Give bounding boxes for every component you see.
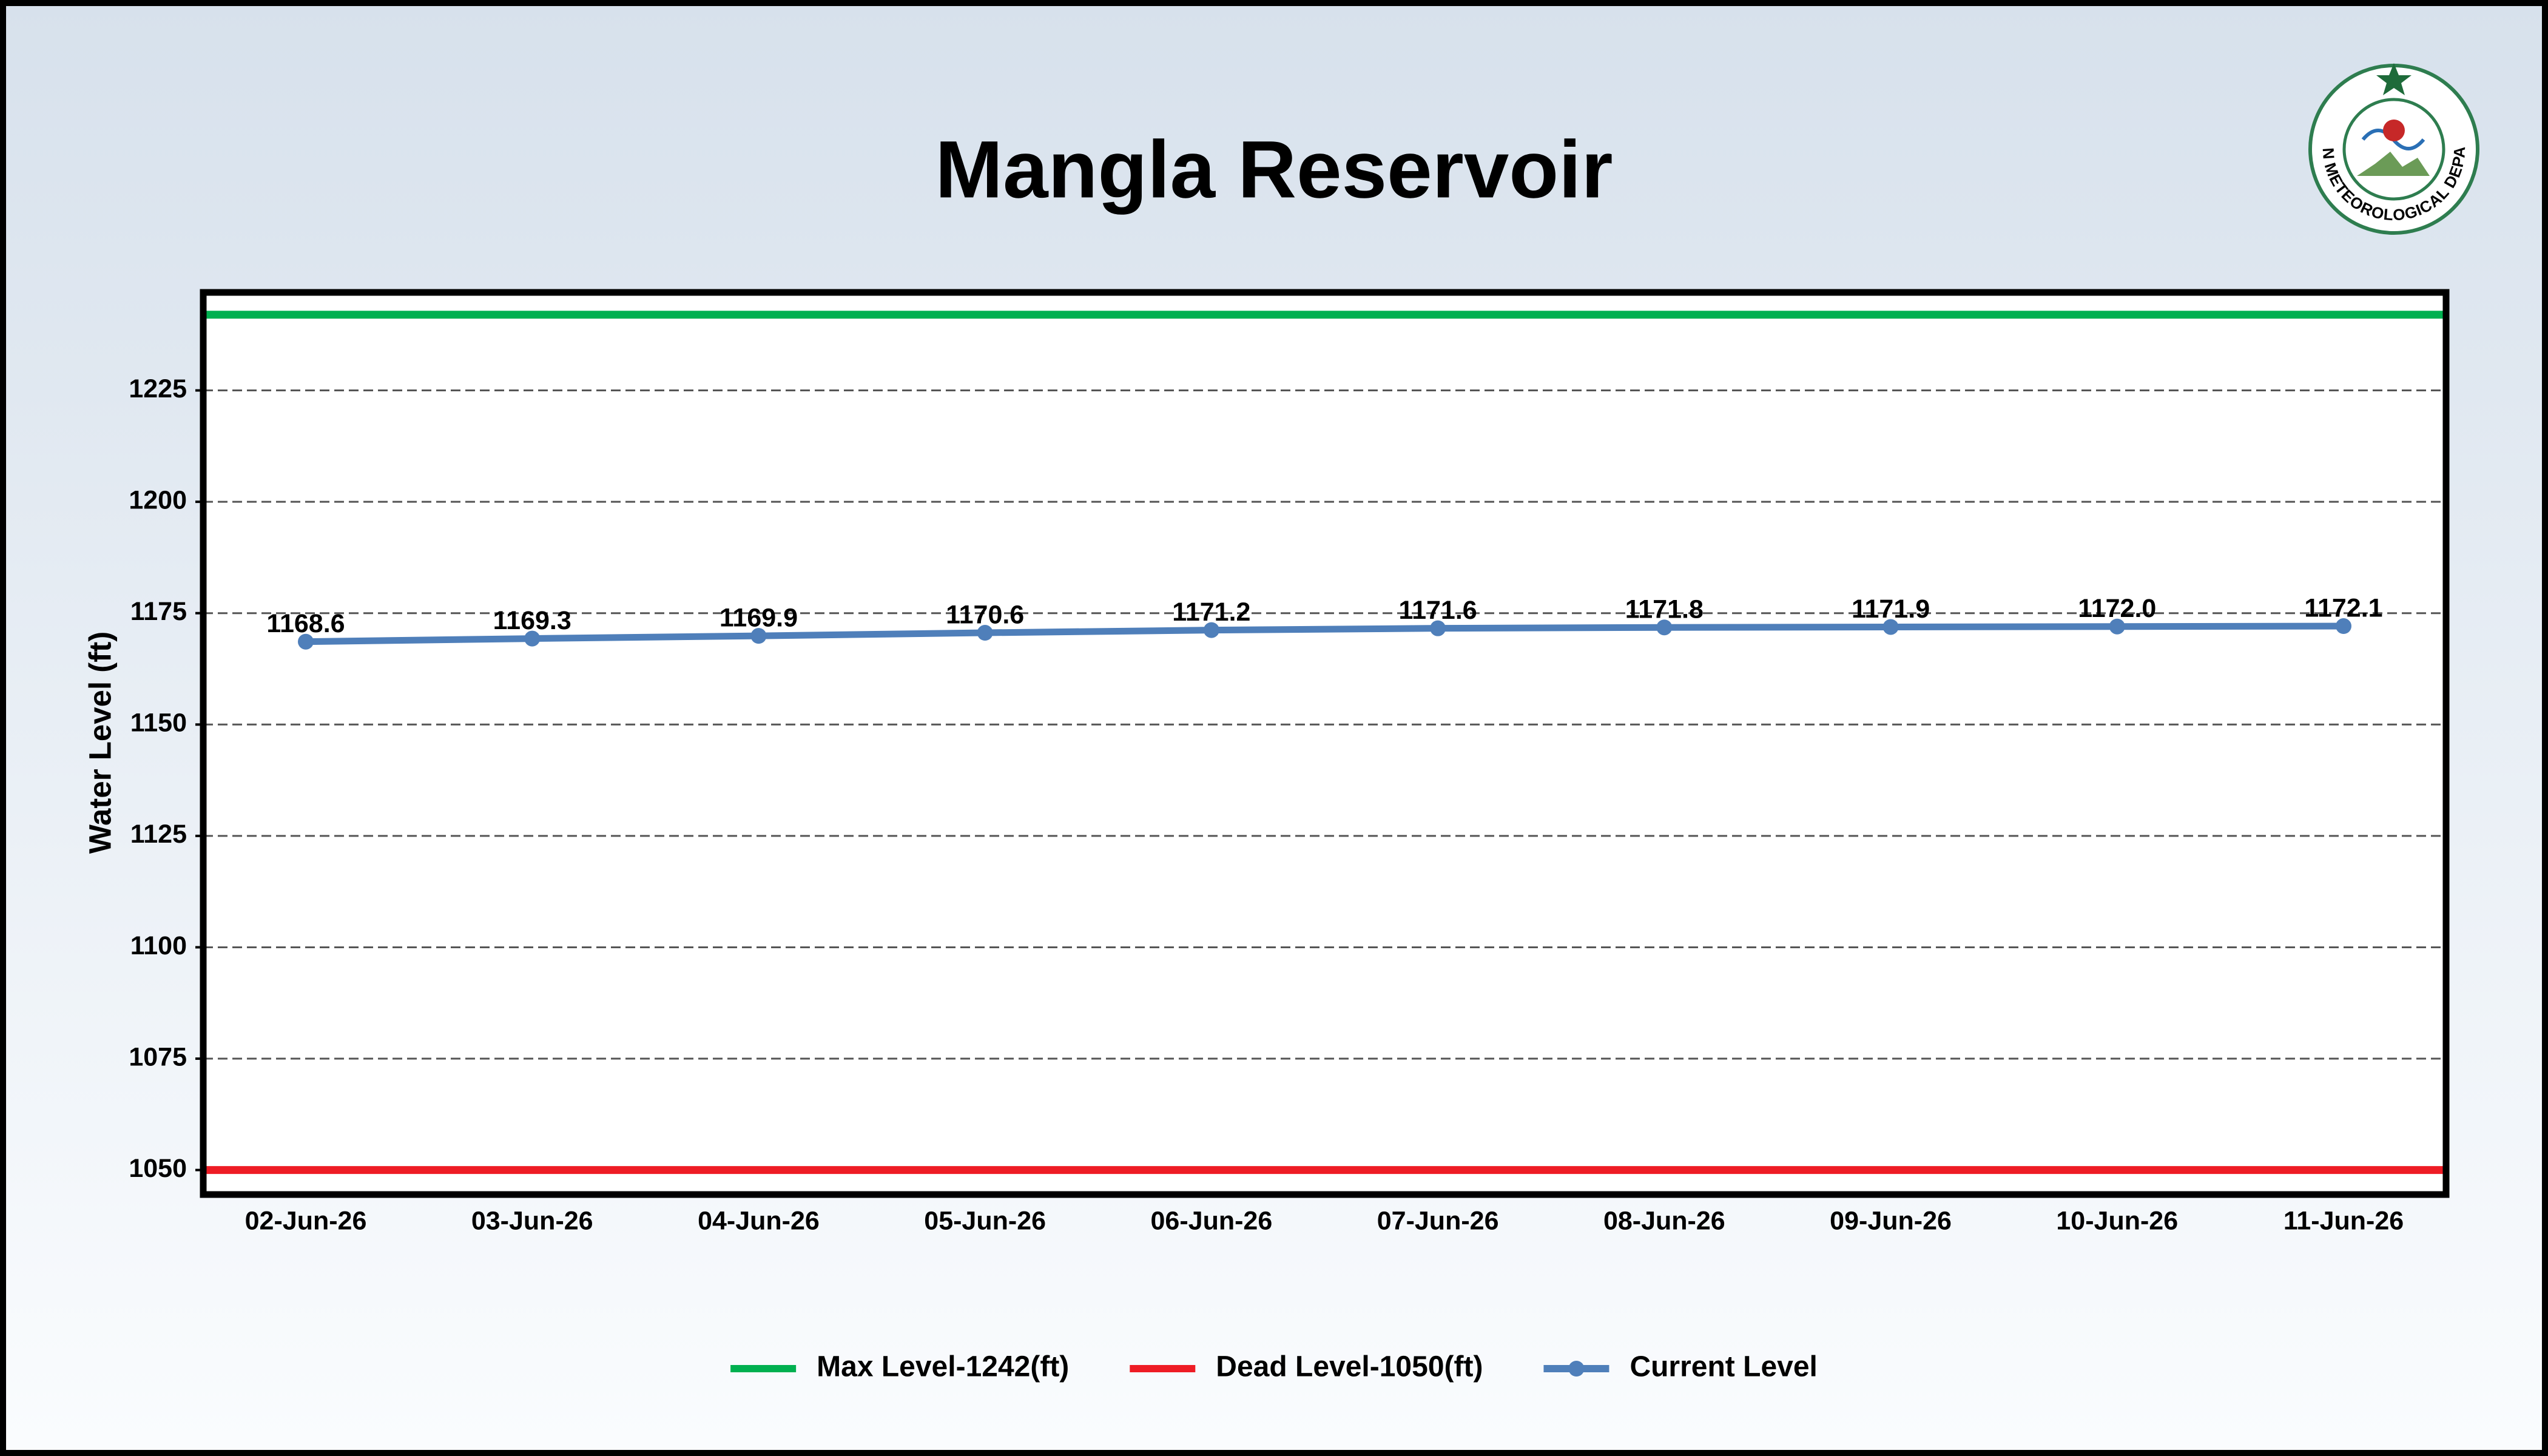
x-tick-label: 06-Jun-26: [1151, 1206, 1273, 1235]
legend-marker: [1568, 1361, 1585, 1377]
y-tick-label: 1075: [129, 1042, 187, 1071]
data-label: 1169.3: [493, 606, 571, 635]
plot-layer: 1168.6 1169.3 1169.9 1170.6 1171.2 1171.6 1171…: [203, 311, 2446, 1175]
data-label: 1172.0: [2078, 594, 2156, 623]
point: [2109, 618, 2125, 635]
x-tick-label: 03-Jun-26: [471, 1206, 593, 1235]
data-label: 1171.2: [1172, 598, 1250, 627]
point: [750, 628, 767, 644]
y-tick-label: 1050: [129, 1154, 187, 1183]
y-tick-label: 1100: [130, 931, 187, 960]
data-label: 1171.8: [1625, 595, 1704, 624]
legend-item: Max Level-1242(ft): [730, 1351, 1069, 1383]
point: [524, 630, 541, 647]
plot-border: [200, 289, 2450, 1198]
legend-label: Max Level-1242(ft): [817, 1351, 1069, 1383]
x-tick-label: 08-Jun-26: [1603, 1206, 1725, 1235]
legend-label: Dead Level-1050(ft): [1216, 1351, 1483, 1383]
x-tick-label: 02-Jun-26: [245, 1206, 367, 1235]
point: [1203, 622, 1219, 638]
x-tick-label: 11-Jun-26: [2283, 1206, 2404, 1235]
x-tick-label: 07-Jun-26: [1377, 1206, 1499, 1235]
data-label: 1170.6: [946, 600, 1024, 629]
data-label: 1169.9: [720, 604, 798, 633]
legend: Max Level-1242(ft) Dead Level-1050(ft) Cur…: [730, 1351, 1818, 1383]
logo-land: [2357, 152, 2430, 176]
point: [1430, 620, 1446, 636]
data-label: 1171.9: [1852, 595, 1930, 624]
legend-item: Current Level: [1543, 1351, 1818, 1383]
series-line: [305, 622, 2344, 645]
point: [1882, 619, 1899, 635]
data-label: 1168.6: [266, 609, 345, 638]
y-tick-label: 1125: [130, 820, 187, 849]
point: [298, 633, 314, 650]
data-label: 1171.6: [1399, 596, 1477, 625]
plot-area: [203, 292, 2446, 1195]
y-tick-label: 1225: [129, 374, 187, 403]
y-tick-label: 1175: [130, 597, 187, 626]
point: [1656, 619, 1673, 636]
y-axis-label: Water Level (ft): [83, 632, 117, 854]
x-tick-label: 09-Jun-26: [1830, 1206, 1952, 1235]
point: [977, 625, 993, 641]
x-tick-label: 04-Jun-26: [698, 1206, 820, 1235]
logo-star: [2376, 63, 2412, 95]
point: [2336, 618, 2351, 635]
x-tick-label: 05-Jun-26: [924, 1206, 1046, 1235]
data-label: 1172.1: [2304, 593, 2382, 622]
x-tick-label: 10-Jun-26: [2056, 1206, 2178, 1235]
logo-inner: [2342, 98, 2445, 201]
chart-title: Mangla Reservoir: [935, 124, 1613, 215]
legend-label: Current Level: [1630, 1351, 1817, 1383]
y-tick-label: 1200: [129, 485, 187, 514]
legend-item: Dead Level-1050(ft): [1130, 1351, 1483, 1383]
logo-sun: [2383, 120, 2405, 141]
y-tick-label: 1150: [130, 709, 187, 738]
